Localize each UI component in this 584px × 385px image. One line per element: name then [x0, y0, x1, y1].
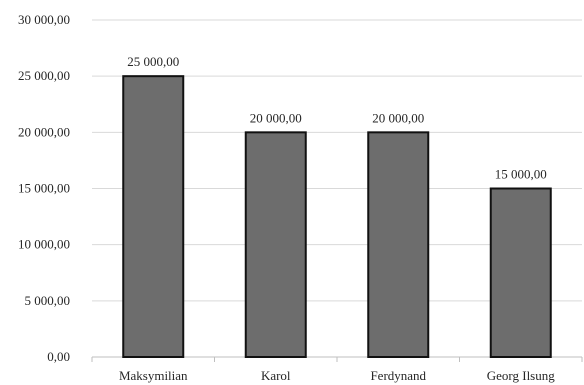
y-tick-label: 20 000,00 [18, 124, 70, 139]
data-label: 20 000,00 [250, 110, 302, 125]
bar-maksymilian [122, 75, 185, 359]
bar-layer [122, 75, 552, 359]
bar-georg-ilsung [489, 187, 552, 358]
data-label: 15 000,00 [495, 167, 547, 182]
bar-karol [244, 131, 307, 358]
y-tick-label: 0,00 [47, 349, 70, 364]
y-tick-label: 15 000,00 [18, 181, 70, 196]
data-label: 25 000,00 [127, 54, 179, 69]
y-tick-label: 30 000,00 [18, 12, 70, 27]
x-tick-label: Karol [261, 368, 291, 383]
x-tick-label: Ferdynand [370, 368, 426, 383]
y-tick-label: 25 000,00 [18, 68, 70, 83]
label-layer: 0,00 5 000,00 10 000,00 15 000,00 20 000,00 2… [18, 12, 555, 383]
y-tick-label: 5 000,00 [25, 293, 71, 308]
x-tick-label: Georg Ilsung [487, 368, 556, 383]
data-label: 20 000,00 [372, 110, 424, 125]
bar-ferdynand [367, 131, 430, 358]
y-tick-label: 10 000,00 [18, 237, 70, 252]
x-tick-label: Maksymilian [119, 368, 188, 383]
